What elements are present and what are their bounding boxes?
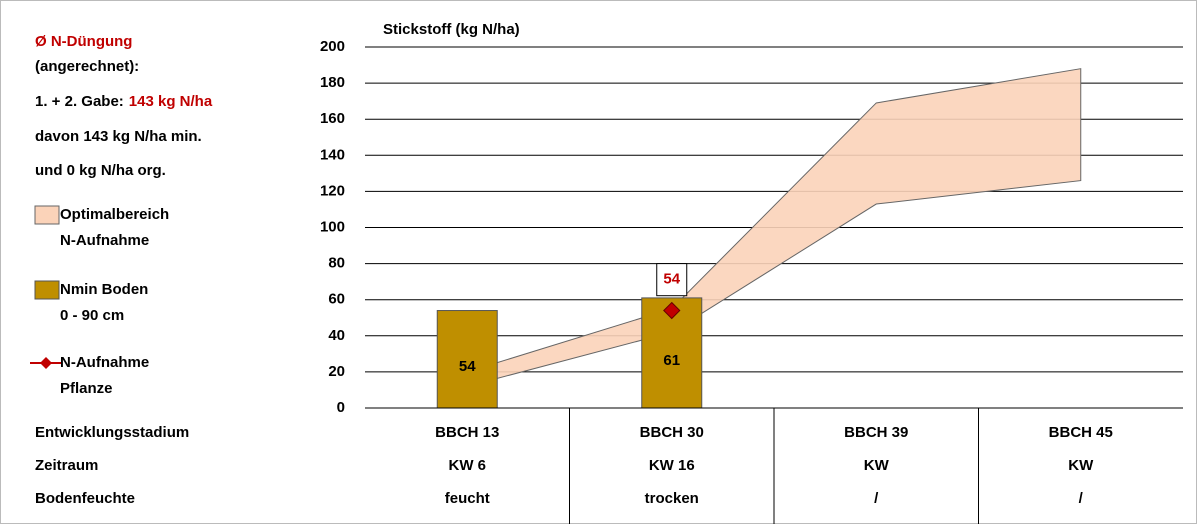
y-tick-label: 0 (337, 399, 345, 416)
note: und 0 kg N/ha org. (35, 162, 166, 179)
legend-swatch (35, 206, 59, 224)
note-part: und 0 kg N/ha org. (35, 162, 166, 179)
chart: Stickstoff (kg N/ha) 0 20 40 60 80 100 120 140 1… (0, 0, 1197, 524)
legend-line: Nmin Boden (60, 281, 148, 298)
note: 1. + 2. Gabe: 143 kg N/ha (35, 93, 213, 110)
legend-line: 0 - 90 cm (60, 307, 124, 324)
note: davon 143 kg N/ha min. (35, 128, 202, 145)
table-cell: / (1079, 490, 1084, 507)
table-cell: BBCH 39 (844, 424, 908, 441)
row-label: Zeitraum (35, 457, 98, 474)
table-cell: KW 6 (449, 457, 487, 474)
y-tick-label: 100 (320, 218, 345, 235)
legend-line: Pflanze (60, 380, 113, 397)
table-cell: BBCH 30 (640, 424, 704, 441)
table-cell: / (874, 490, 879, 507)
table-cell: KW (1068, 457, 1094, 474)
y-tick-label: 160 (320, 110, 345, 127)
note: Ø N-Düngung (35, 33, 132, 50)
legend-line: Optimalbereich (60, 206, 169, 223)
note-part: davon 143 kg N/ha min. (35, 128, 202, 145)
bar-value-label: 61 (663, 352, 680, 369)
legend-label: Nmin Boden 0 - 90 cm (60, 281, 148, 324)
note-part: Ø N-Düngung (35, 33, 132, 50)
y-tick-label: 120 (320, 182, 345, 199)
y-tick-label: 200 (320, 38, 345, 55)
legend-line: N-Aufnahme (60, 354, 149, 371)
table-cell: BBCH 13 (435, 424, 499, 441)
legend-line: N-Aufnahme (60, 232, 149, 249)
legend-diamond (40, 357, 52, 369)
table-cell: KW (864, 457, 890, 474)
row-label: Entwicklungsstadium (35, 424, 189, 441)
legend-swatch (35, 281, 59, 299)
table-cell: feucht (445, 490, 490, 507)
table-cell: KW 16 (649, 457, 695, 474)
table-cell: BBCH 45 (1049, 424, 1113, 441)
table-cell: trocken (645, 490, 699, 507)
note-part: (angerechnet): (35, 58, 139, 75)
row-label: Bodenfeuchte (35, 490, 135, 507)
bar-value-label: 54 (459, 358, 476, 375)
point-value-label: 54 (663, 271, 680, 288)
y-axis-title: Stickstoff (kg N/ha) (383, 21, 520, 38)
y-tick-label: 180 (320, 74, 345, 91)
legend-label: Optimalbereich N-Aufnahme (60, 206, 169, 249)
y-tick-label: 140 (320, 146, 345, 163)
legend-label: N-Aufnahme Pflanze (60, 354, 149, 397)
note: (angerechnet): (35, 58, 139, 75)
y-tick-label: 80 (328, 255, 345, 272)
y-tick-label: 60 (328, 291, 345, 308)
y-tick-label: 40 (328, 327, 345, 344)
note-part: 1. + 2. Gabe: (35, 93, 124, 110)
y-tick-label: 20 (328, 363, 345, 380)
note-part: 143 kg N/ha (129, 93, 213, 110)
